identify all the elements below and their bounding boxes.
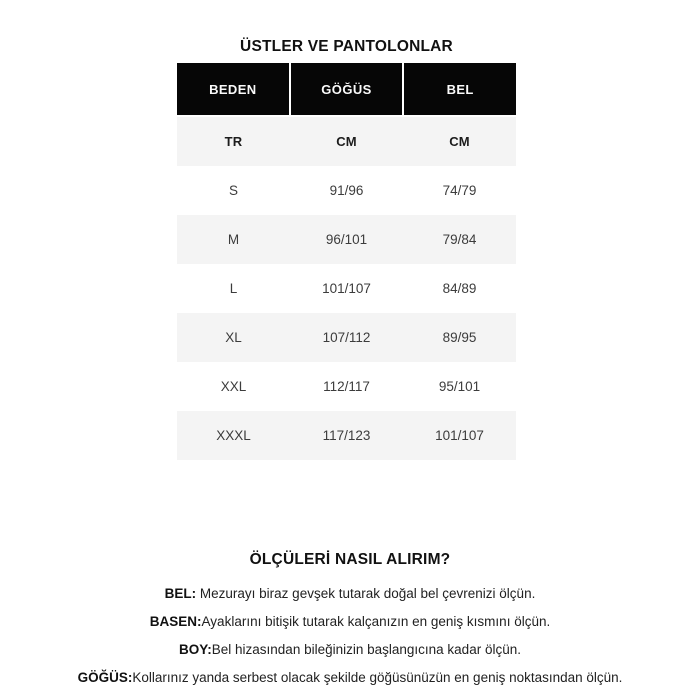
guide-heading: ÖLÇÜLERİ NASIL ALIRIM? [249,551,451,568]
chest-cell: 91/96 [329,183,364,198]
waist-cell: 101/107 [435,428,484,443]
table-row-xl: XL 107/112 89/95 [177,313,516,362]
chest-cell: 112/117 [323,379,370,394]
table-row-l: L 101/107 84/89 [177,264,516,313]
size-cell: L [229,281,238,296]
table-row-xxxl: XXXL 117/123 101/107 [177,411,516,460]
size-cell: XXXL [216,428,251,443]
size-cell: XXL [220,379,247,394]
guide-item-boy: BOY:Bel hizasından bileğinizin başlangıc… [0,642,700,657]
chest-cell: 117/123 [322,428,371,443]
chest-cell: 96/101 [325,232,368,247]
guide-label-boy: BOY: [179,642,212,657]
guide-text-gogus: Kollarınız yanda serbest olacak şekilde … [132,670,623,685]
unit-cell-size: TR [224,134,243,149]
size-cell: M [227,232,240,247]
unit-cell-waist: CM [449,134,470,149]
waist-cell: 84/89 [442,281,477,296]
table-row-xxl: XXL 112/117 95/101 [177,362,516,411]
page-title: ÜSTLER VE PANTOLONLAR [240,38,453,55]
table-row-m: M 96/101 79/84 [177,215,516,264]
guide-item-gogus: GÖĞÜS:Kollarınız yanda serbest olacak şe… [0,670,700,685]
guide-label-bel: BEL: [164,586,197,601]
chest-cell: 101/107 [322,281,371,296]
guide-text-basen: Ayaklarını bitişik tutarak kalçanızın en… [201,614,551,629]
unit-cell-chest: CM [336,134,357,149]
column-header-gogus: GÖĞÜS [288,63,403,115]
table-row-s: S 91/96 74/79 [177,166,516,215]
waist-cell: 79/84 [442,232,477,247]
waist-cell: 95/101 [438,379,481,394]
column-header-beden: BEDEN [209,81,257,97]
measurement-guide: ÖLÇÜLERİ NASIL ALIRIM? BEL: Mezurayı bir… [0,551,700,685]
guide-label-basen: BASEN: [149,614,202,629]
chest-cell: 107/112 [322,330,371,345]
guide-text-boy: Bel hizasından bileğinizin başlangıcına … [211,642,521,657]
guide-item-basen: BASEN:Ayaklarını bitişik tutarak kalçanı… [0,614,700,629]
size-cell: S [228,183,238,198]
waist-cell: 74/79 [442,183,477,198]
unit-row: TR CM CM [177,117,516,166]
guide-label-gogus: GÖĞÜS: [77,670,133,685]
column-header-bel: BEL [402,63,516,115]
waist-cell: 89/95 [442,330,477,345]
guide-item-bel: BEL: Mezurayı biraz gevşek tutarak doğal… [0,586,700,601]
table-body: TR CM CM S 91/96 74/79 M 96/101 79/84 L … [177,117,516,460]
table-header-row: BEDEN GÖĞÜS BEL [177,63,516,117]
size-cell: XL [225,330,242,345]
guide-text-bel: Mezurayı biraz gevşek tutarak doğal bel … [196,586,536,601]
size-table: BEDEN GÖĞÜS BEL TR CM CM S 91/96 74/79 M… [177,63,516,460]
